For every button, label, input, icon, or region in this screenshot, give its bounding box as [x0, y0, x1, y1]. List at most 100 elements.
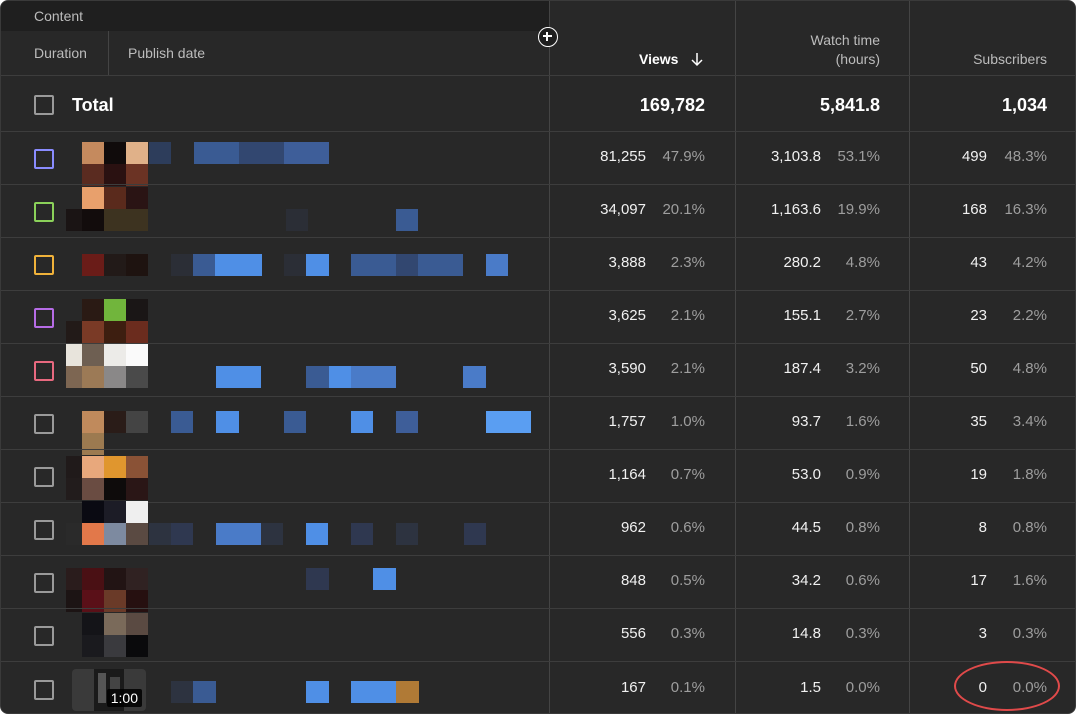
- watch-time-percent: 1.6%: [845, 413, 880, 430]
- views-percent: 0.3%: [670, 625, 705, 642]
- row-checkbox[interactable]: [34, 255, 54, 275]
- subscribers-percent: 0.8%: [1012, 519, 1047, 536]
- divider: [1, 290, 1075, 291]
- watch-time-value: 3,103.8: [770, 148, 821, 165]
- video-title[interactable]: [171, 254, 509, 276]
- views-value: 848: [620, 572, 646, 589]
- subscribers-value: 168: [961, 201, 987, 218]
- views-percent: 20.1%: [662, 201, 705, 218]
- column-divider-views: [735, 1, 736, 713]
- watch-time-percent: 3.2%: [845, 360, 880, 377]
- subscribers-value: 50: [970, 360, 987, 377]
- subscribers-percent: 1.8%: [1012, 466, 1047, 483]
- row-checkbox[interactable]: [34, 202, 54, 222]
- subscribers-value: 3: [978, 625, 987, 642]
- video-thumbnail[interactable]: [82, 142, 148, 186]
- views-percent: 1.0%: [670, 413, 705, 430]
- subscribers-value: 23: [970, 307, 987, 324]
- video-thumbnail[interactable]: [66, 456, 150, 500]
- publish-date-header[interactable]: Publish date: [128, 45, 206, 61]
- watch-time-value: 14.8: [791, 625, 821, 642]
- watch-time-header[interactable]: Watch time (hours): [811, 32, 881, 67]
- subscribers-value: 35: [970, 413, 987, 430]
- row-checkbox[interactable]: [34, 467, 54, 487]
- views-value: 962: [620, 519, 646, 536]
- video-thumbnail[interactable]: [66, 501, 150, 545]
- video-title[interactable]: [171, 411, 531, 433]
- subscribers-value: 43: [970, 254, 987, 271]
- divider: [1, 343, 1075, 344]
- watch-time-percent: 53.1%: [837, 148, 880, 165]
- watch-time-percent: 0.6%: [845, 572, 880, 589]
- video-thumbnail[interactable]: [82, 254, 148, 276]
- views-value: 1,757: [608, 413, 646, 430]
- watch-time-percent: 2.7%: [845, 307, 880, 324]
- video-thumbnail[interactable]: [66, 187, 150, 231]
- watch-time-percent: 0.9%: [845, 466, 880, 483]
- video-duration-badge: 1:00: [106, 689, 142, 707]
- row-checkbox[interactable]: [34, 149, 54, 169]
- divider: [1, 555, 1075, 556]
- video-title[interactable]: [171, 681, 419, 703]
- video-title[interactable]: [149, 523, 487, 545]
- subscribers-value: 19: [970, 466, 987, 483]
- views-percent: 0.6%: [670, 519, 705, 536]
- video-thumbnail[interactable]: [66, 568, 150, 612]
- total-label: Total: [72, 95, 114, 115]
- divider: [1, 396, 1075, 397]
- total-checkbox[interactable]: [34, 95, 54, 115]
- watch-time-value: 187.4: [783, 360, 821, 377]
- views-value: 34,097: [600, 201, 646, 218]
- divider: [1, 237, 1075, 238]
- content-header-bar: Content: [1, 1, 549, 31]
- subscribers-percent: 48.3%: [1004, 148, 1047, 165]
- subscribers-header[interactable]: Subscribers: [973, 51, 1047, 67]
- watch-time-value: 44.5: [791, 519, 821, 536]
- total-watch-time: 5,841.8: [819, 95, 880, 115]
- views-value: 167: [620, 679, 646, 696]
- views-value: 3,590: [608, 360, 646, 377]
- watch-time-percent: 0.3%: [845, 625, 880, 642]
- row-checkbox[interactable]: [34, 680, 54, 700]
- watch-time-value: 280.2: [783, 254, 821, 271]
- total-subscribers: 1,034: [1001, 95, 1047, 115]
- row-checkbox[interactable]: [34, 308, 54, 328]
- row-checkbox[interactable]: [34, 414, 54, 434]
- views-percent: 0.1%: [670, 679, 705, 696]
- views-value: 556: [620, 625, 646, 642]
- row-checkbox[interactable]: [34, 573, 54, 593]
- watch-time-value: 155.1: [783, 307, 821, 324]
- watch-time-header-line2: (hours): [835, 51, 880, 67]
- header-divider: [108, 31, 109, 75]
- subscribers-value: 499: [961, 148, 987, 165]
- subscribers-percent: 1.6%: [1012, 572, 1047, 589]
- video-title[interactable]: [216, 366, 488, 388]
- video-title[interactable]: [286, 209, 419, 231]
- divider: [1, 75, 1075, 76]
- watch-time-value: 93.7: [791, 413, 821, 430]
- arrow-down-icon[interactable]: [690, 51, 704, 67]
- subscribers-percent: 0.3%: [1012, 625, 1047, 642]
- divider: [1, 184, 1075, 185]
- views-header[interactable]: Views: [639, 51, 679, 67]
- watch-time-percent: 0.8%: [845, 519, 880, 536]
- video-title[interactable]: [149, 142, 329, 164]
- add-circle-icon[interactable]: [538, 27, 558, 47]
- video-thumbnail[interactable]: [82, 613, 148, 657]
- video-title[interactable]: [306, 568, 396, 590]
- watch-time-value: 1.5: [800, 679, 821, 696]
- column-divider-watch-time: [909, 1, 910, 713]
- row-checkbox[interactable]: [34, 626, 54, 646]
- watch-time-value: 1,163.6: [770, 201, 821, 218]
- watch-time-percent: 4.8%: [845, 254, 880, 271]
- video-thumbnail[interactable]: [66, 344, 150, 388]
- row-checkbox[interactable]: [34, 520, 54, 540]
- views-percent: 2.1%: [670, 360, 705, 377]
- video-thumbnail[interactable]: 1:00: [72, 669, 146, 711]
- row-checkbox[interactable]: [34, 361, 54, 381]
- video-thumbnail[interactable]: [66, 299, 150, 343]
- duration-header[interactable]: Duration: [34, 45, 87, 61]
- views-percent: 0.5%: [670, 572, 705, 589]
- subscribers-value: 8: [978, 519, 987, 536]
